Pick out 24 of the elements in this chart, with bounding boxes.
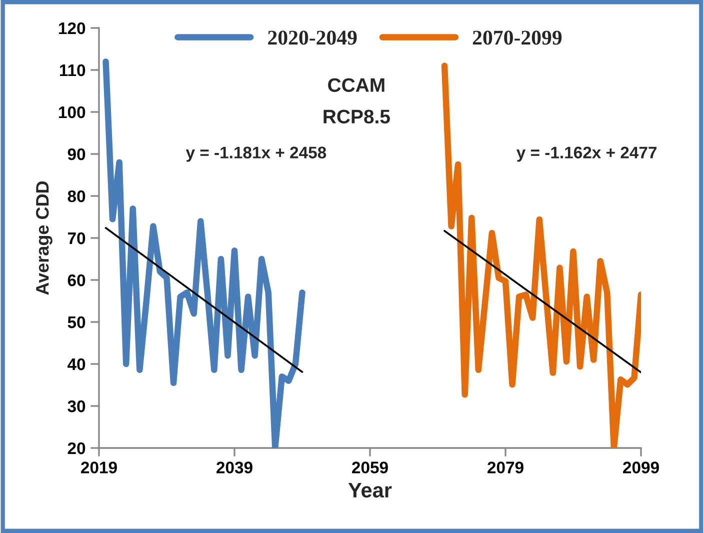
annotation: CCAM bbox=[328, 78, 384, 92]
y-tick-label: 40 bbox=[68, 358, 86, 370]
legend-label: 2020-2049 bbox=[268, 30, 357, 45]
x-tick-label: 2039 bbox=[216, 462, 252, 474]
y-axis-title: Average CDD bbox=[36, 181, 52, 295]
annotation: y = -1.181x + 2458 bbox=[186, 146, 326, 162]
x-tick-label: 2099 bbox=[623, 462, 659, 474]
y-tick-label: 30 bbox=[68, 400, 86, 412]
annotation: RCP8.5 bbox=[324, 110, 390, 124]
y-tick-label: 80 bbox=[68, 190, 86, 202]
annotation: y = -1.162x + 2477 bbox=[516, 146, 656, 162]
legend-label: 2070-2099 bbox=[472, 30, 562, 45]
y-tick-label: 50 bbox=[68, 316, 86, 328]
y-tick-label: 20 bbox=[68, 442, 86, 454]
x-tick-label: 2019 bbox=[81, 462, 117, 474]
y-tick-label: 70 bbox=[68, 232, 86, 244]
x-tick-label: 2059 bbox=[352, 462, 388, 474]
y-tick-label: 60 bbox=[68, 274, 86, 286]
x-tick-label: 2079 bbox=[488, 462, 524, 474]
y-tick-label: 90 bbox=[68, 148, 86, 160]
y-tick-label: 120 bbox=[59, 22, 86, 34]
y-tick-label: 110 bbox=[60, 64, 86, 76]
y-tick-label: 100 bbox=[59, 106, 86, 118]
x-axis-title: Year bbox=[348, 483, 392, 498]
